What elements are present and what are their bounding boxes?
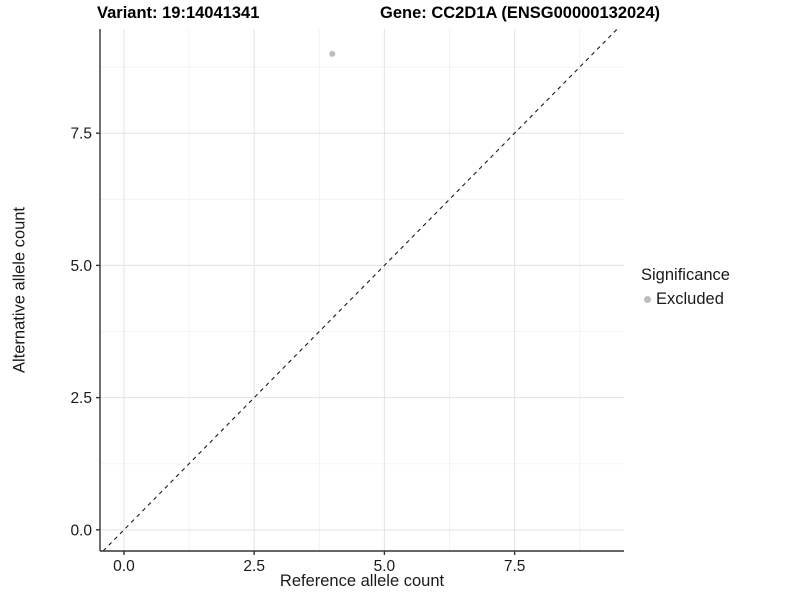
x-axis-title: Reference allele count [279,572,445,590]
plot-panel: 0.0 2.5 5.0 7.5 0.0 2.5 5.0 7.5 [70,28,624,575]
plot-title-gene: Gene: CC2D1A (ENSG00000132024) [380,4,661,22]
legend-title: Significance [641,266,730,284]
y-tick-label: 7.5 [70,126,92,143]
x-tick-label: 7.5 [504,558,526,575]
y-tick-label: 5.0 [70,258,92,275]
y-axis-title: Alternative allele count [10,206,29,374]
legend-circle-marker-icon [644,296,651,303]
x-tick-label: 0.0 [113,558,135,575]
identity-dashed-line [102,28,618,552]
legend-label-excluded: Excluded [656,290,724,308]
plot-title-variant: Variant: 19:14041341 [97,4,260,22]
x-tick-label: 2.5 [243,558,265,575]
legend: Significance Excluded [641,266,730,309]
data-point [329,50,336,57]
y-tick-label: 0.0 [70,522,92,539]
legend-item-excluded: Excluded [641,290,730,309]
x-tick-label: 5.0 [374,558,396,575]
y-tick-label: 2.5 [70,390,92,407]
